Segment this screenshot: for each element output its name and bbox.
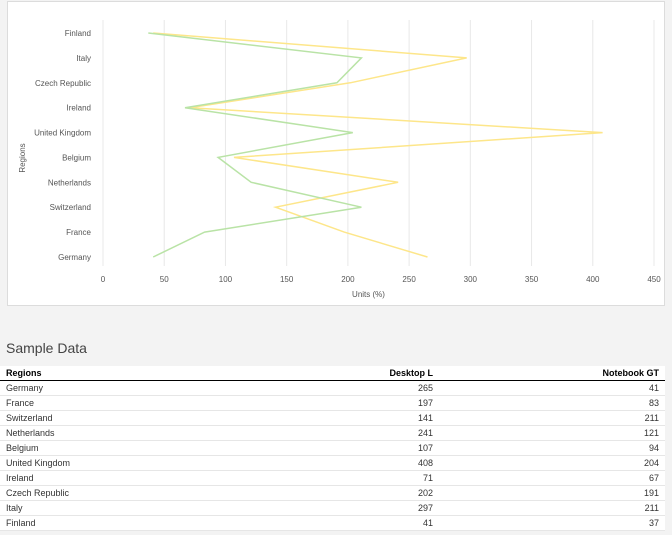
cell-notebook-gt: 83 <box>439 395 665 411</box>
series-line-desktop-l <box>153 32 603 258</box>
cell-notebook-gt: 211 <box>439 410 665 426</box>
x-tick-label: 250 <box>402 275 416 284</box>
cell-region: Netherlands <box>0 425 217 441</box>
header-desktop-l[interactable]: Desktop L <box>217 366 439 381</box>
cell-desktop-l: 197 <box>217 395 439 411</box>
cell-desktop-l: 408 <box>217 455 439 471</box>
table-row: United Kingdom 408 204 <box>0 455 665 471</box>
header-notebook-gt[interactable]: Notebook GT <box>439 366 665 381</box>
table-row: Belgium 107 94 <box>0 440 665 456</box>
cell-region: Italy <box>0 500 217 516</box>
x-tick-label: 150 <box>280 275 294 284</box>
cell-region: Germany <box>0 380 217 396</box>
y-category-label: France <box>66 228 91 237</box>
series-line-notebook-gt <box>148 32 364 258</box>
x-tick-label: 50 <box>160 275 169 284</box>
y-category-label: Netherlands <box>48 178 91 187</box>
cell-region: Ireland <box>0 470 217 486</box>
x-tick-label: 0 <box>101 275 106 284</box>
table-header-row: Regions Desktop L Notebook GT <box>0 366 665 381</box>
cell-desktop-l: 202 <box>217 485 439 501</box>
line-chart: 0 50 100 150 200 250 300 350 400 450 Finland Italy C… <box>18 20 661 299</box>
cell-desktop-l: 141 <box>217 410 439 426</box>
cell-region: Switzerland <box>0 410 217 426</box>
cell-region: United Kingdom <box>0 455 217 471</box>
cell-desktop-l: 297 <box>217 500 439 516</box>
cell-region: Finland <box>0 515 217 531</box>
x-tick-label: 200 <box>341 275 355 284</box>
y-category-label: Belgium <box>62 153 91 162</box>
cell-notebook-gt: 67 <box>439 470 665 486</box>
cell-desktop-l: 241 <box>217 425 439 441</box>
y-category-label: Ireland <box>67 104 91 113</box>
y-axis-title: Regions <box>18 143 27 172</box>
table-body: Germany 265 41 France 197 83 Switzerland 141 211… <box>0 380 665 531</box>
table-row: Czech Republic 202 191 <box>0 485 665 501</box>
table-row: Finland 41 37 <box>0 515 665 531</box>
y-category-label: Finland <box>65 29 91 38</box>
cell-notebook-gt: 204 <box>439 455 665 471</box>
cell-notebook-gt: 37 <box>439 515 665 531</box>
cell-desktop-l: 71 <box>217 470 439 486</box>
header-regions[interactable]: Regions <box>0 366 217 381</box>
cell-notebook-gt: 191 <box>439 485 665 501</box>
y-category-label: Switzerland <box>50 203 91 212</box>
table-row: Switzerland 141 211 <box>0 410 665 426</box>
cell-notebook-gt: 211 <box>439 500 665 516</box>
x-tick-label: 100 <box>219 275 233 284</box>
cell-desktop-l: 107 <box>217 440 439 456</box>
table-row: France 197 83 <box>0 395 665 411</box>
table-row: Netherlands 241 121 <box>0 425 665 441</box>
table-row: Italy 297 211 <box>0 500 665 516</box>
y-category-label: Italy <box>76 54 91 63</box>
cell-notebook-gt: 94 <box>439 440 665 456</box>
cell-notebook-gt: 121 <box>439 425 665 441</box>
table-row: Ireland 71 67 <box>0 470 665 486</box>
sample-data-table: Regions Desktop L Notebook GT Germany 265… <box>0 366 665 531</box>
x-tick-label: 450 <box>647 275 661 284</box>
y-category-label: Germany <box>58 253 91 262</box>
cell-notebook-gt: 41 <box>439 380 665 396</box>
cell-region: France <box>0 395 217 411</box>
x-tick-label: 400 <box>586 275 600 284</box>
cell-desktop-l: 265 <box>217 380 439 396</box>
cell-region: Czech Republic <box>0 485 217 501</box>
sample-data-title: Sample Data <box>6 340 87 356</box>
sample-data-table-wrap: Regions Desktop L Notebook GT Germany 265… <box>0 366 665 531</box>
chart-panel: 0 50 100 150 200 250 300 350 400 450 Finland Italy C… <box>7 1 665 306</box>
y-category-label: United Kingdom <box>34 129 91 138</box>
y-category-label: Czech Republic <box>35 79 91 88</box>
cell-desktop-l: 41 <box>217 515 439 531</box>
x-axis-title: Units (%) <box>352 290 385 299</box>
table-row: Germany 265 41 <box>0 380 665 396</box>
x-tick-label: 300 <box>464 275 478 284</box>
x-tick-label: 350 <box>525 275 539 284</box>
cell-region: Belgium <box>0 440 217 456</box>
